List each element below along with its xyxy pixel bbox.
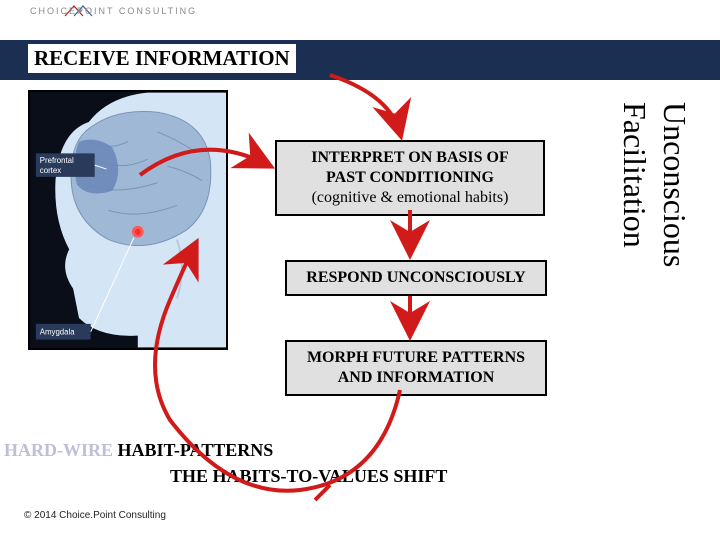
label-amygdala: Amygdala [40, 328, 75, 337]
page-title: RECEIVE INFORMATION [28, 44, 296, 73]
box-morph-line1: MORPH FUTURE PATTERNS [297, 348, 535, 368]
label-prefrontal: Prefrontal [40, 156, 74, 165]
box-morph: MORPH FUTURE PATTERNS AND INFORMATION [285, 340, 547, 396]
box-respond: RESPOND UNCONSCIOUSLY [285, 260, 547, 296]
vertical-unconscious: Unconscious [656, 102, 693, 267]
box-interpret-line2: PAST CONDITIONING [287, 168, 533, 188]
vertical-facilitation: Facilitation [616, 102, 653, 248]
brain-illustration: Prefrontal cortex Amygdala [28, 90, 228, 350]
hard-wire-line: HARD-WIRE HABIT-PATTERNS [4, 440, 273, 461]
box-morph-line2: AND INFORMATION [297, 368, 535, 388]
hard-wire-habit: HABIT-PATTERNS [118, 440, 274, 460]
copyright: © 2014 Choice.Point Consulting [24, 510, 166, 521]
hard-wire-ghost: HARD-WIRE [4, 440, 118, 460]
box-interpret: INTERPRET ON BASIS OF PAST CONDITIONING … [275, 140, 545, 216]
box-interpret-line3: (cognitive & emotional habits) [287, 188, 533, 208]
shift-line: THE HABITS-TO-VALUES SHIFT [170, 466, 447, 487]
box-interpret-line1: INTERPRET ON BASIS OF [287, 148, 533, 168]
logo-text: CHOICEPOINT CONSULTING [30, 6, 197, 16]
svg-text:cortex: cortex [40, 166, 61, 175]
